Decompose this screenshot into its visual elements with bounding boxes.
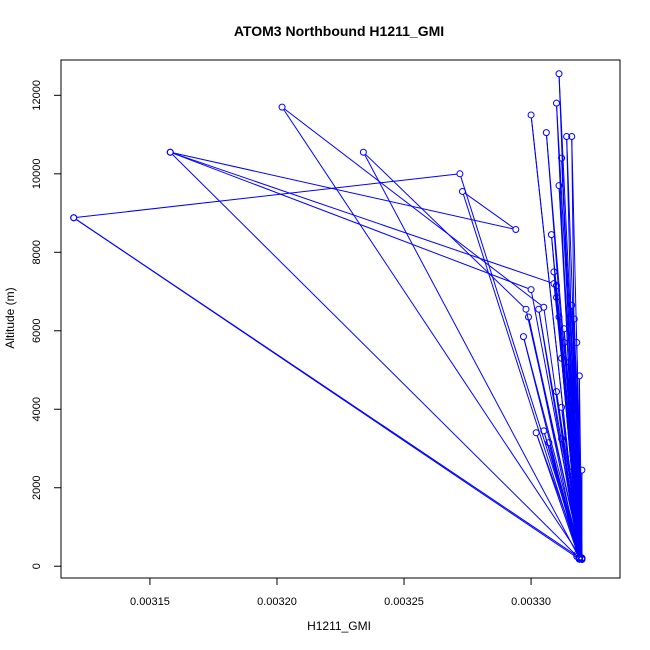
data-point	[558, 154, 566, 162]
data-point	[458, 187, 466, 195]
series-layer	[70, 70, 586, 564]
data-point	[578, 466, 586, 474]
data-point	[550, 268, 558, 276]
data-point	[570, 315, 578, 323]
data-point	[563, 133, 571, 141]
series-line-segment	[283, 109, 581, 557]
data-point	[558, 354, 566, 362]
y-tick-label: 0	[31, 563, 43, 569]
x-axis-label: H1211_GMI	[307, 619, 371, 633]
data-point	[519, 333, 527, 341]
data-point	[552, 282, 560, 290]
series-line-segment	[172, 152, 529, 289]
data-point	[527, 111, 535, 119]
series-line-segment	[173, 152, 514, 230]
series-line-segment	[536, 435, 579, 556]
series-line-segment	[462, 194, 579, 555]
data-point	[525, 313, 533, 321]
data-point	[555, 313, 563, 321]
x-tick-label: 0.00325	[384, 596, 424, 608]
data-point	[166, 148, 174, 156]
series-line-segment	[172, 152, 552, 284]
data-point	[570, 397, 578, 405]
series-line-segment	[464, 192, 514, 229]
data-point	[547, 231, 555, 239]
x-tick-label: 0.00320	[257, 596, 297, 608]
series-line-segment	[284, 108, 542, 306]
data-point	[558, 435, 566, 443]
data-point	[578, 554, 586, 562]
y-tick-label: 2000	[31, 476, 43, 500]
series-line-segment	[365, 153, 525, 308]
y-tick-label: 8000	[31, 240, 43, 264]
data-point	[573, 515, 581, 523]
series-line-segment	[528, 319, 580, 557]
data-point	[568, 133, 576, 141]
chart-title: ATOM3 Northbound H1211_GMI	[234, 23, 444, 39]
data-point	[545, 439, 553, 447]
data-point	[565, 358, 573, 366]
data-point	[552, 388, 560, 396]
y-tick-label: 4000	[31, 397, 43, 421]
data-point	[540, 427, 548, 435]
series-line-segment	[75, 219, 578, 557]
series-line-segment	[76, 173, 457, 218]
series-line-segment	[523, 339, 582, 556]
data-point	[575, 372, 583, 380]
x-tick-label: 0.00315	[130, 596, 170, 608]
data-point	[456, 170, 464, 178]
data-point	[565, 468, 573, 476]
y-axis-label: Altitude (m)	[3, 287, 17, 348]
data-point	[359, 148, 367, 156]
data-point	[560, 339, 568, 347]
data-point	[568, 378, 576, 386]
data-point	[527, 286, 535, 294]
x-axis: 0.00315 0.00320 0.00325 0.00330	[130, 577, 551, 608]
data-point	[542, 129, 550, 137]
y-tick-label: 6000	[31, 319, 43, 343]
data-point	[552, 293, 560, 301]
y-tick-label: 10000	[31, 159, 43, 190]
data-point	[555, 70, 563, 78]
data-point	[512, 226, 520, 234]
data-point	[522, 305, 530, 313]
data-point	[558, 403, 566, 411]
data-point	[70, 214, 78, 222]
y-axis: 0 2000 4000 6000 8000 10000 12000	[31, 80, 62, 569]
x-tick-label: 0.00330	[511, 596, 551, 608]
data-point	[552, 99, 560, 107]
y-tick-label: 12000	[31, 80, 43, 111]
data-point	[278, 103, 286, 111]
data-point	[535, 305, 543, 313]
data-point	[573, 339, 581, 347]
data-point	[532, 429, 540, 437]
data-point	[555, 182, 563, 190]
data-point	[568, 301, 576, 309]
data-point	[560, 325, 568, 333]
series-line-segment	[172, 153, 578, 557]
series-line-segment	[364, 154, 579, 556]
series-line-segment	[556, 288, 583, 556]
